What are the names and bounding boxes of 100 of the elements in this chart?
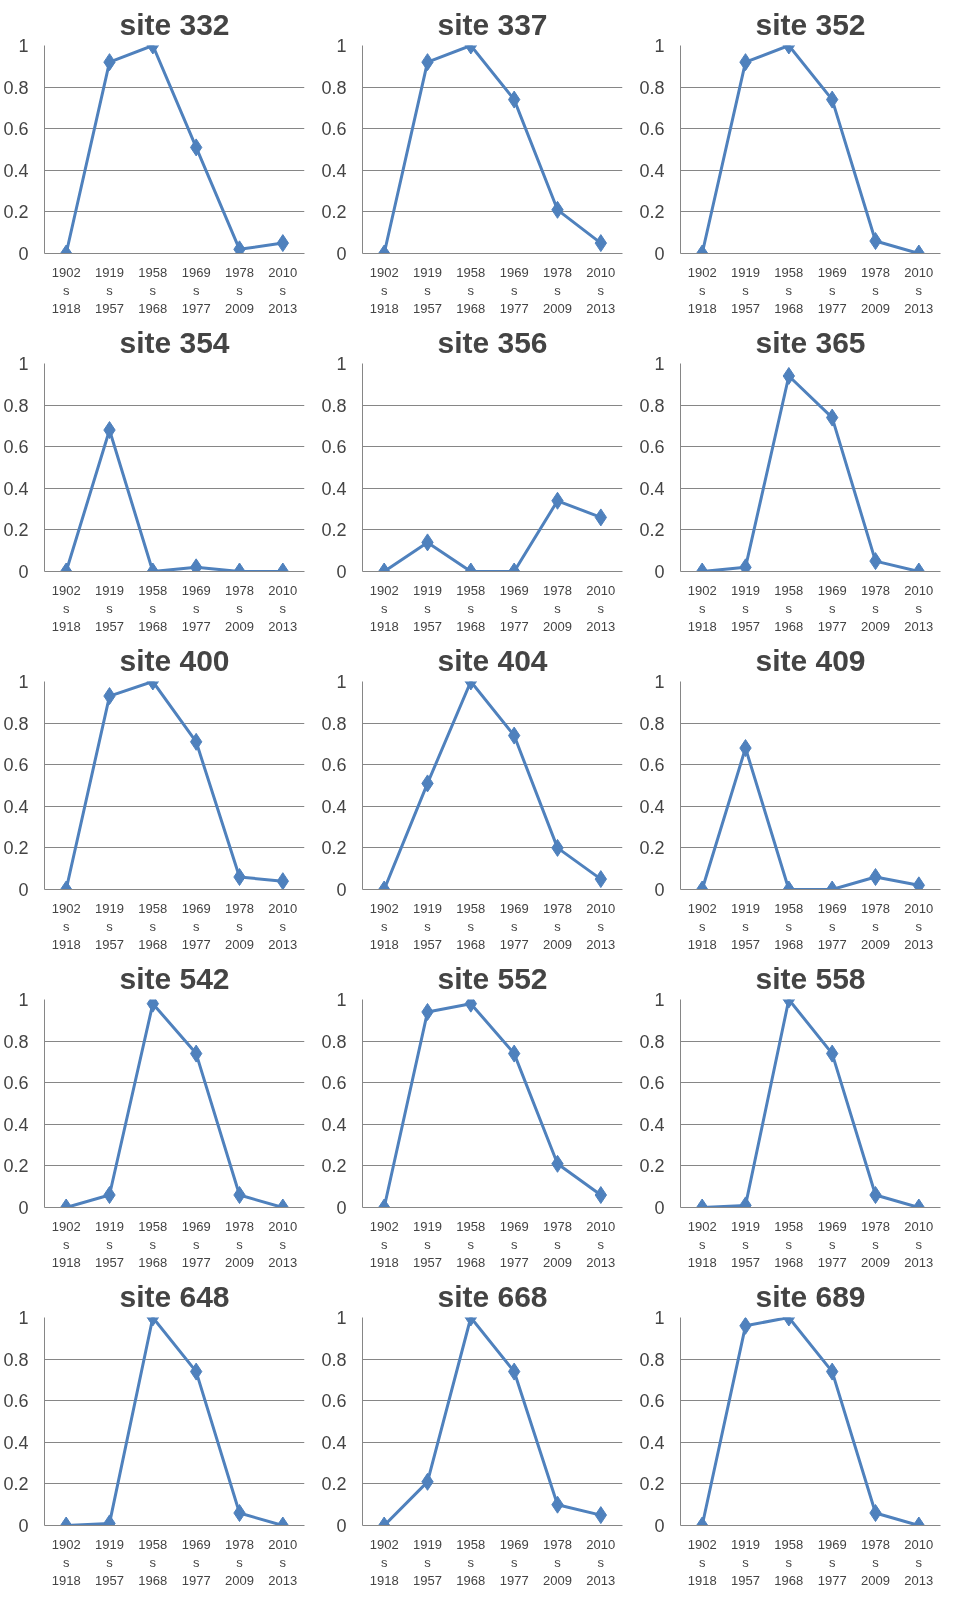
y-tick-label: 0.2: [639, 520, 665, 541]
x-tick-label: 1958 s 1968: [456, 1536, 486, 1588]
y-tick-label: 0.2: [3, 520, 29, 541]
chart-title: site 337: [437, 7, 548, 41]
x-tick-label: 1902 s 1918: [369, 1218, 399, 1270]
x-tick-label: 1969 s 1977: [181, 900, 211, 952]
x-tick-label: 1958 s 1968: [774, 582, 804, 634]
x-tick-label: 1978 s 2009: [861, 900, 890, 952]
y-tick-label: 1: [18, 354, 29, 374]
x-tick-label: 1969 s 1977: [499, 900, 529, 952]
x-tick-label: 1902 s 1918: [687, 264, 717, 316]
chart-title: site 648: [119, 1279, 230, 1313]
x-tick-label: 1978 s 2009: [225, 264, 254, 316]
x-tick-label: 1978 s 2009: [543, 1218, 572, 1270]
y-tick-label: 0.6: [321, 755, 347, 776]
x-tick-label: 1919 s 1957: [95, 900, 124, 952]
x-tick-label: 2010 s 2013: [268, 1536, 298, 1588]
x-tick-label: 1958 s 1968: [138, 1218, 168, 1270]
x-tick-label: 1958 s 1968: [774, 1536, 804, 1588]
x-tick-label: 1919 s 1957: [731, 1536, 760, 1588]
x-tick-label: 1902 s 1918: [51, 1218, 81, 1270]
x-tick-label: 1919 s 1957: [95, 1536, 124, 1588]
y-tick-label: 0.6: [639, 1073, 665, 1094]
x-tick-label: 1958 s 1968: [138, 264, 168, 316]
y-tick-label: 1: [654, 1308, 665, 1328]
y-tick-label: 0.6: [321, 1391, 347, 1412]
y-tick-label: 0.4: [321, 796, 347, 817]
y-tick-label: 0.8: [3, 1349, 29, 1370]
y-tick-label: 0.4: [3, 1432, 29, 1453]
y-tick-label: 1: [336, 990, 347, 1010]
y-tick-label: 0.6: [639, 119, 665, 140]
y-tick-label: 0.6: [3, 1391, 29, 1412]
y-tick-label: 0: [654, 880, 665, 900]
y-tick-label: 0.6: [321, 119, 347, 140]
x-tick-label: 1969 s 1977: [499, 1218, 529, 1270]
y-tick-label: 0.2: [3, 1156, 29, 1177]
y-tick-label: 0.6: [321, 437, 347, 458]
x-tick-label: 1969 s 1977: [499, 582, 529, 634]
x-tick-label: 1919 s 1957: [95, 264, 124, 316]
y-tick-label: 0.8: [3, 713, 29, 734]
x-tick-label: 1958 s 1968: [138, 1536, 168, 1588]
x-tick-label: 1969 s 1977: [817, 900, 847, 952]
x-tick-label: 1958 s 1968: [774, 1218, 804, 1270]
y-tick-label: 0.2: [3, 202, 29, 223]
x-tick-label: 1978 s 2009: [861, 582, 890, 634]
y-tick-label: 0: [654, 1516, 665, 1536]
y-tick-label: 1: [18, 990, 29, 1010]
chart-title: site 552: [437, 961, 548, 995]
y-tick-label: 0.2: [639, 202, 665, 223]
x-tick-label: 1969 s 1977: [181, 264, 211, 316]
y-tick-label: 1: [654, 990, 665, 1010]
chart-title: site 365: [755, 325, 866, 359]
y-tick-label: 1: [336, 672, 347, 692]
y-tick-label: 0.8: [321, 1349, 347, 1370]
x-tick-label: 1958 s 1968: [138, 582, 168, 634]
x-tick-label: 2010 s 2013: [904, 582, 934, 634]
x-tick-label: 2010 s 2013: [586, 264, 616, 316]
x-tick-label: 1978 s 2009: [861, 264, 890, 316]
y-tick-label: 1: [336, 354, 347, 374]
y-tick-label: 1: [654, 672, 665, 692]
y-tick-label: 0.4: [3, 1114, 29, 1135]
y-tick-label: 0.8: [3, 77, 29, 98]
y-tick-label: 0: [18, 1516, 29, 1536]
x-tick-label: 1978 s 2009: [861, 1218, 890, 1270]
x-tick-label: 1978 s 2009: [861, 1536, 890, 1588]
x-tick-label: 2010 s 2013: [268, 1218, 298, 1270]
x-tick-label: 2010 s 2013: [586, 1536, 616, 1588]
y-tick-label: 0: [336, 880, 347, 900]
y-tick-label: 0.6: [3, 755, 29, 776]
y-tick-label: 0.6: [3, 119, 29, 140]
x-tick-label: 1919 s 1957: [413, 1218, 442, 1270]
x-tick-label: 1902 s 1918: [51, 264, 81, 316]
x-tick-label: 1969 s 1977: [817, 264, 847, 316]
y-tick-label: 0: [336, 1198, 347, 1218]
x-tick-label: 2010 s 2013: [904, 1536, 934, 1588]
x-tick-label: 1958 s 1968: [456, 1218, 486, 1270]
y-tick-label: 0.2: [3, 1474, 29, 1495]
x-tick-label: 1969 s 1977: [817, 582, 847, 634]
y-tick-label: 0: [18, 1198, 29, 1218]
chart-title: site 542: [119, 961, 230, 995]
y-tick-label: 0.6: [3, 1073, 29, 1094]
y-tick-label: 1: [18, 36, 29, 56]
y-tick-label: 0.2: [321, 838, 347, 859]
x-tick-label: 2010 s 2013: [904, 264, 934, 316]
y-tick-label: 0: [336, 1516, 347, 1536]
x-tick-label: 1919 s 1957: [731, 1218, 760, 1270]
chart-title: site 354: [119, 325, 230, 359]
x-tick-label: 2010 s 2013: [268, 900, 298, 952]
y-tick-label: 0.4: [639, 1114, 665, 1135]
y-tick-label: 0: [654, 1198, 665, 1218]
y-tick-label: 0.2: [639, 1474, 665, 1495]
x-tick-label: 1919 s 1957: [95, 1218, 124, 1270]
y-tick-label: 1: [18, 672, 29, 692]
chart-title: site 332: [119, 7, 230, 41]
chart-title: site 404: [437, 643, 548, 677]
x-tick-label: 1902 s 1918: [369, 264, 399, 316]
y-tick-label: 0.2: [3, 838, 29, 859]
x-tick-label: 1919 s 1957: [95, 582, 124, 634]
x-tick-label: 2010 s 2013: [904, 1218, 934, 1270]
y-tick-label: 0.6: [639, 755, 665, 776]
